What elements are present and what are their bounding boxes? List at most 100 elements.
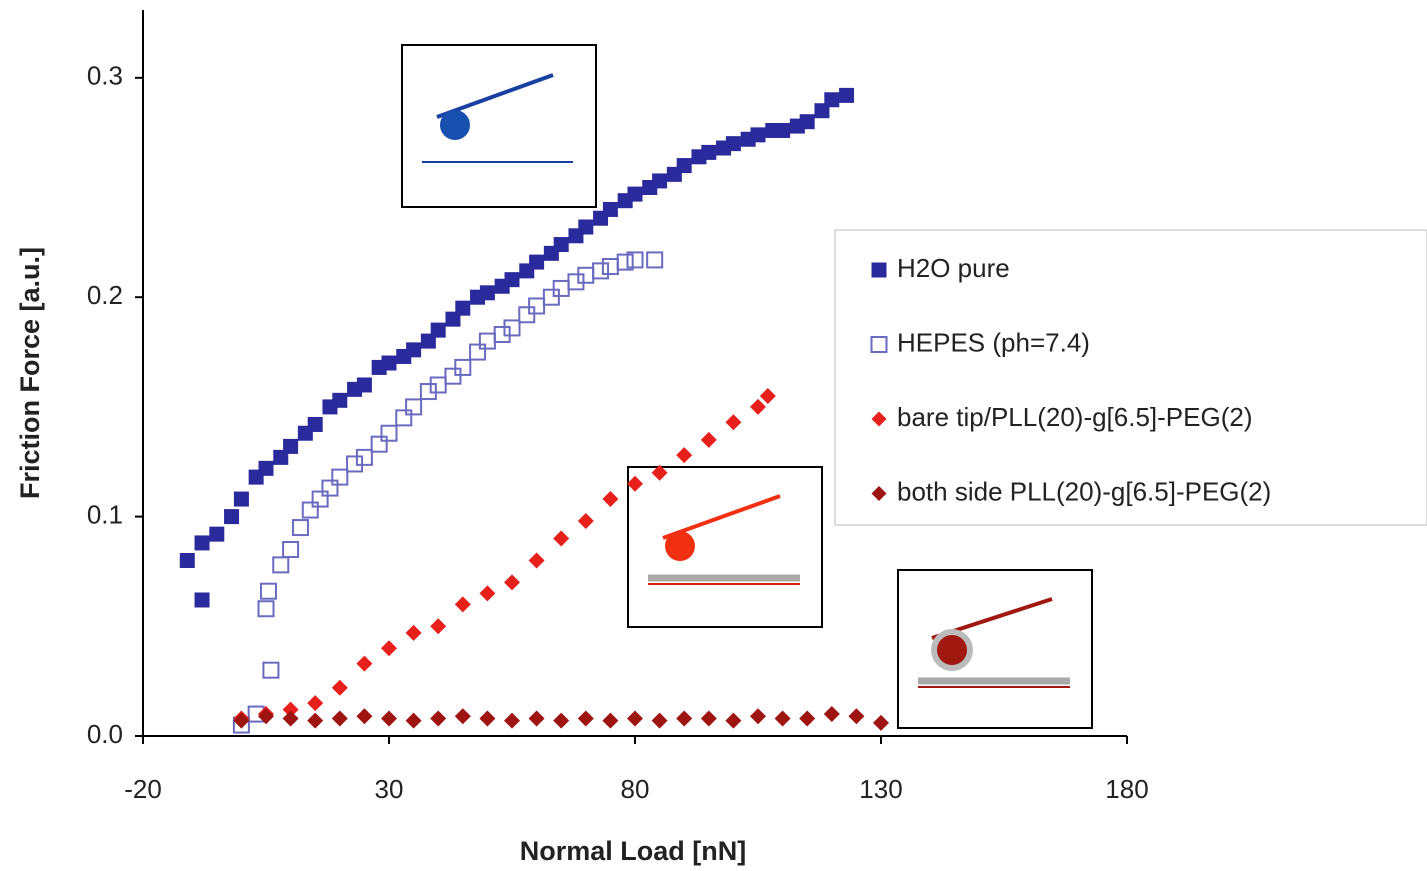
data-point xyxy=(750,708,766,725)
data-point xyxy=(652,173,668,189)
data-point xyxy=(873,714,889,731)
data-point xyxy=(380,424,398,442)
data-point xyxy=(282,701,299,718)
data-point xyxy=(601,257,619,275)
data-point xyxy=(528,297,546,315)
data-point xyxy=(429,376,447,394)
data-point xyxy=(478,332,496,350)
data-point xyxy=(592,262,610,280)
data-point xyxy=(479,710,496,727)
data-point xyxy=(616,253,634,271)
data-point xyxy=(430,322,446,338)
x-tick-label: 80 xyxy=(621,774,650,804)
data-point xyxy=(504,272,520,288)
data-point xyxy=(651,712,668,729)
legend-label: HEPES (ph=7.4) xyxy=(897,327,1090,357)
data-point xyxy=(307,416,323,432)
data-point xyxy=(381,355,397,371)
data-point xyxy=(331,468,349,486)
legend-label: bare tip/PLL(20)-g[6.5]-PEG(2) xyxy=(897,402,1253,432)
data-point xyxy=(775,122,791,138)
data-point xyxy=(258,708,274,725)
data-point xyxy=(553,530,570,547)
data-point xyxy=(405,624,422,641)
data-point xyxy=(209,526,225,542)
data-point xyxy=(282,541,300,559)
data-point xyxy=(553,712,570,729)
data-point xyxy=(725,712,742,729)
data-point xyxy=(454,358,472,376)
data-point xyxy=(700,710,717,727)
data-point xyxy=(651,464,668,481)
data-point xyxy=(444,367,462,385)
x-tick-label: 180 xyxy=(1105,774,1148,804)
data-point xyxy=(356,708,373,725)
data-point xyxy=(430,710,447,727)
y-tick-label: 0.0 xyxy=(87,719,123,749)
legend xyxy=(834,229,1427,526)
y-tick-label: 0.2 xyxy=(87,280,123,310)
data-point xyxy=(479,285,495,301)
data-point xyxy=(700,431,717,448)
data-point xyxy=(528,552,545,569)
data-point xyxy=(331,710,348,727)
data-point xyxy=(233,491,249,507)
data-point xyxy=(518,306,536,324)
data-point xyxy=(627,475,643,492)
data-point xyxy=(332,392,348,408)
data-point xyxy=(602,491,619,508)
data-point xyxy=(233,712,250,729)
data-point xyxy=(552,279,570,297)
data-point xyxy=(257,600,275,618)
data-point xyxy=(194,535,210,551)
data-point xyxy=(262,661,280,679)
data-point xyxy=(725,136,741,152)
data-point xyxy=(381,710,397,727)
data-point xyxy=(406,342,422,358)
data-point xyxy=(750,127,766,143)
data-point xyxy=(528,710,545,727)
data-point xyxy=(577,710,594,727)
legend-marker xyxy=(870,336,888,353)
data-point xyxy=(430,618,447,635)
legend-marker xyxy=(871,262,887,278)
data-point xyxy=(626,251,644,269)
data-point xyxy=(259,582,277,600)
data-point xyxy=(454,596,471,613)
data-point xyxy=(179,552,195,568)
data-point xyxy=(848,708,865,725)
y-tick-label: 0.3 xyxy=(87,61,123,91)
legend-marker xyxy=(871,486,887,501)
legend-label: both side PLL(20)-g[6.5]-PEG(2) xyxy=(897,476,1271,506)
data-point xyxy=(602,712,619,729)
data-point xyxy=(503,319,521,337)
data-point xyxy=(370,435,388,453)
data-point xyxy=(454,708,471,725)
data-point xyxy=(479,585,496,602)
data-point xyxy=(405,398,423,416)
data-point xyxy=(283,438,299,454)
x-axis-title: Normal Load [nN] xyxy=(520,836,747,866)
data-point xyxy=(824,92,840,108)
data-point xyxy=(799,710,816,727)
data-point xyxy=(676,447,693,464)
legend-marker xyxy=(871,411,887,427)
data-point xyxy=(529,254,545,270)
legend-label: H2O pure xyxy=(897,253,1010,283)
y-axis-title: Friction Force [a.u.] xyxy=(15,247,45,499)
x-tick-label: -20 xyxy=(124,774,162,804)
data-point xyxy=(381,640,397,657)
data-point xyxy=(504,712,520,729)
data-point xyxy=(405,712,422,729)
data-point xyxy=(224,509,240,525)
data-point xyxy=(194,592,210,608)
inset-darkred xyxy=(897,569,1093,729)
inset-red xyxy=(627,466,823,628)
x-tick-label: 130 xyxy=(859,774,902,804)
data-point xyxy=(355,448,373,466)
data-point xyxy=(331,679,348,696)
data-point xyxy=(272,556,290,574)
data-point xyxy=(774,710,791,727)
data-point xyxy=(291,519,309,537)
